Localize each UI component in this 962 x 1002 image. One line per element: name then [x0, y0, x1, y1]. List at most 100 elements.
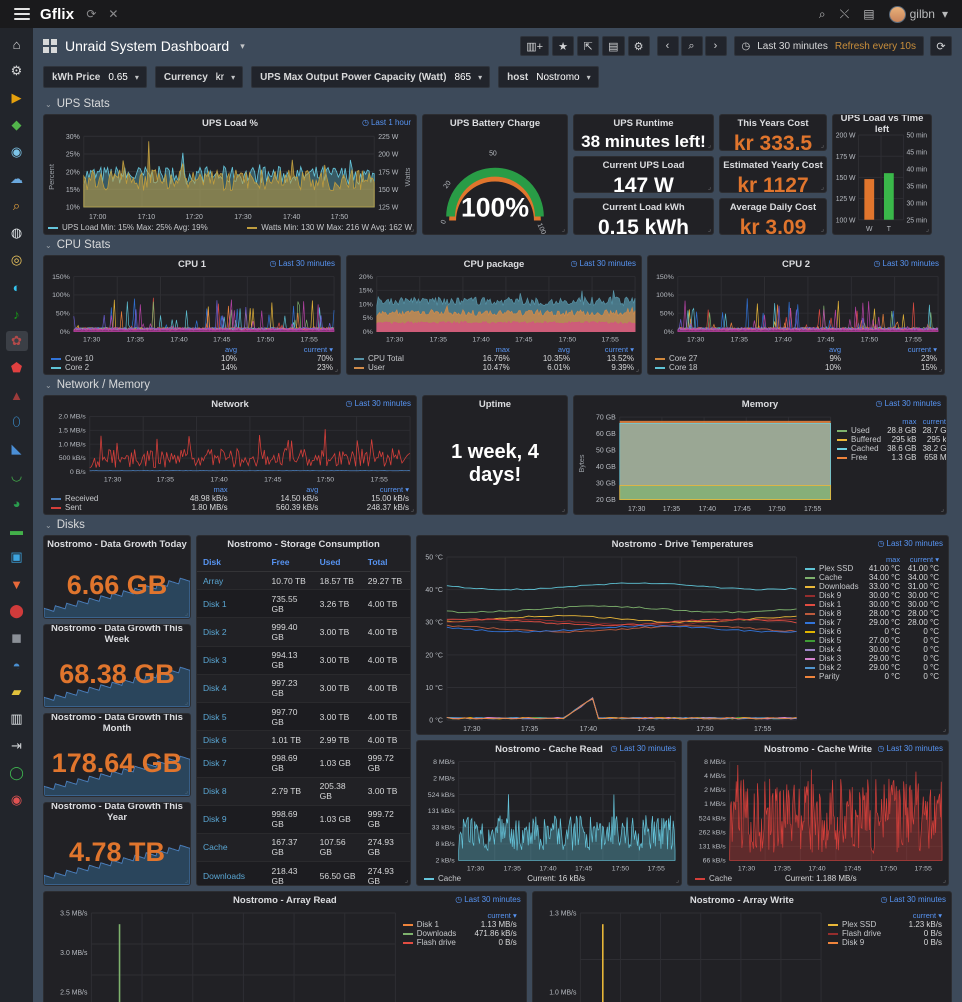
legend-row[interactable]: Watts Min: 130 W Max: 216 W Avg: 162 W [247, 223, 412, 232]
legend-col-header[interactable]: max [885, 555, 901, 564]
time-shift-forward-button[interactable]: › [704, 36, 727, 56]
resize-handle[interactable]: ⌟ [675, 877, 679, 884]
legend-col-header[interactable]: current ▾ [912, 911, 942, 920]
panel-array-read[interactable]: Nostromo - Array Read◷Last 30 minutes⌟ 2… [43, 891, 527, 1002]
table-row[interactable]: Cache 167.37 GB 107.56 GB 274.93 GB [197, 833, 410, 863]
nzb-icon[interactable]: ◣ [11, 441, 22, 456]
legend-row[interactable]: Received 48.98 kB/s 14.50 kB/s 15.00 kB/s [48, 494, 412, 503]
legend-col-header[interactable]: current ▾ [379, 485, 409, 494]
cloud-icon[interactable]: ☁ [10, 171, 23, 186]
plex-icon[interactable]: ▶ [11, 90, 22, 105]
panel-data-growth-today[interactable]: Nostromo - Data Growth Today⌟ 6.66 GB [43, 535, 191, 619]
shield-icon[interactable]: ⬟ [10, 360, 23, 375]
legend-row[interactable]: Downloads 471.86 kB/s [400, 929, 520, 938]
legend-row[interactable]: Cache 34.00 °C 34.00 °C [802, 573, 942, 582]
resize-handle[interactable]: ⌟ [925, 226, 929, 233]
legend-row[interactable]: Disk 1 30.00 °C 30.00 °C [802, 600, 942, 609]
home-icon[interactable]: ⌂ [12, 36, 21, 52]
panel-estimated-yearly-cost[interactable]: Estimated Yearly Cost ⌟ kr 1127 [719, 156, 827, 193]
legend-col-header[interactable]: avg [557, 345, 570, 354]
resize-handle[interactable]: ⌟ [404, 877, 408, 884]
book-icon[interactable]: ▥ [10, 711, 23, 726]
emby-icon[interactable]: ◆ [11, 117, 22, 132]
table-row[interactable]: Disk 4 997.23 GB 3.00 TB 4.00 TB [197, 674, 410, 703]
table-column-header[interactable]: Total [361, 553, 410, 572]
account-menu[interactable]: gilbn ▾ [888, 5, 948, 23]
radarr-icon[interactable]: ◎ [10, 252, 23, 267]
legend-row[interactable]: Core 10 10% 70% [48, 354, 336, 363]
legend-col-header[interactable]: max [213, 485, 228, 494]
settings-button[interactable]: ⚙ [627, 36, 650, 56]
menu-icon[interactable] [14, 8, 30, 20]
legend-row[interactable]: Plex SSD 1.23 kB/s [825, 920, 945, 929]
search-icon[interactable]: ⌕ [818, 6, 826, 21]
legend-row[interactable]: Cache Current: 1.188 MB/s [692, 874, 944, 883]
lifebuoy-icon[interactable]: ◍ [10, 225, 23, 240]
panel-uptime[interactable]: Uptime ⌟ 1 week, 4 days! [422, 395, 568, 515]
legend-row[interactable]: Disk 3 29.00 °C 0 °C [802, 654, 942, 663]
table-row[interactable]: Downloads 218.43 GB 56.50 GB 274.93 GB [197, 861, 410, 885]
legend-row[interactable]: Disk 5 27.00 °C 0 °C [802, 636, 942, 645]
variable-host[interactable]: host Nostromo ▾ [498, 66, 599, 88]
legend-row[interactable]: CPU Total 16.76% 10.35% 13.52% [351, 354, 637, 363]
legend-col-header[interactable]: max [495, 345, 510, 354]
resize-handle[interactable]: ⌟ [942, 877, 946, 884]
table-row[interactable]: Disk 9 998.69 GB 1.03 GB 999.72 GB [197, 805, 410, 834]
unifi-icon[interactable]: ◼ [11, 630, 22, 645]
panel-ups-load-vs-time-left[interactable]: UPS Load vs Time left ⌟ 100 W 125 W 150 W 17… [832, 114, 932, 235]
netdata-icon[interactable]: ⬤ [9, 603, 24, 618]
panel-drive-temperatures[interactable]: Nostromo - Drive Temperatures ◷ Last 30 mi… [416, 535, 949, 735]
legend-col-header[interactable]: current ▾ [487, 911, 517, 920]
resize-handle[interactable]: ⌟ [707, 184, 711, 191]
table-row[interactable]: Disk 1 735.55 GB 3.26 TB 4.00 TB [197, 589, 410, 619]
resize-handle[interactable]: ⌟ [707, 142, 711, 149]
panel-current-load-kwh[interactable]: Current Load kWh ⌟ 0.15 kWh [573, 198, 714, 235]
panel-cache-read[interactable]: Nostromo - Cache Read ◷ Last 30 minutes ⌟ 2… [416, 740, 682, 886]
table-column-header[interactable]: Free [265, 553, 314, 572]
panel-ups-battery-charge[interactable]: UPS Battery Charge ⌟ 0 20 50 100 100% [422, 114, 568, 235]
table-row[interactable]: Disk 2 999.40 GB 3.00 TB 4.00 TB [197, 617, 410, 647]
settings-icon[interactable]: ⚙ [10, 63, 23, 78]
legend-row[interactable]: Cache Current: 16 kB/s [421, 874, 677, 883]
panel-memory[interactable]: Memory ◷ Last 30 minutes ⌟ 20 GB 30 GB 40 GB 5… [573, 395, 947, 515]
resize-handle[interactable]: ⌟ [410, 226, 414, 233]
panel-current-ups-load[interactable]: Current UPS Load ⌟ 147 W [573, 156, 714, 193]
table-column-header[interactable]: Disk [197, 553, 266, 572]
resize-handle[interactable]: ⌟ [940, 506, 944, 513]
dashboard-title-group[interactable]: Unraid System Dashboard ▾ [43, 38, 245, 54]
table-row[interactable]: Disk 5 997.70 GB 3.00 TB 4.00 TB [197, 702, 410, 732]
firefox-icon[interactable]: ▼ [10, 576, 23, 592]
panel-cpu-2[interactable]: CPU 2 ◷ Last 30 minutes ⌟ 0% 50% 100% 150% 17:… [647, 255, 945, 375]
legend-row[interactable]: Flash drive 0 B/s [825, 929, 945, 938]
panel-network[interactable]: Network ◷ Last 30 minutes ⌟ 0 B/s 500 kB/s 1.… [43, 395, 417, 515]
sonarr-icon[interactable]: ◐ [12, 279, 21, 295]
bazarr-icon[interactable]: ✿ [5, 331, 28, 351]
legend-col-header[interactable]: max [902, 417, 917, 426]
resize-handle[interactable]: ⌟ [820, 142, 824, 149]
legend-row[interactable]: UPS Load Min: 15% Max: 25% Avg: 19% [48, 223, 208, 232]
panel-average-daily-cost[interactable]: Average Daily Cost ⌟ kr 3.09 [719, 198, 827, 235]
legend-row[interactable]: Sent 1.80 MB/s 560.39 kB/s 248.37 kB/s [48, 503, 412, 512]
resize-handle[interactable]: ⌟ [410, 506, 414, 513]
legend-col-header[interactable]: avg [224, 345, 238, 354]
time-shift-back-button[interactable]: ‹ [656, 36, 679, 56]
legend-row[interactable]: Disk 1 1.13 MB/s [400, 920, 520, 929]
share-button[interactable]: ⇱ [577, 36, 600, 56]
legend-col-header[interactable]: current ▾ [907, 345, 937, 354]
legend-row[interactable]: Disk 7 29.00 °C 28.00 °C [802, 618, 942, 627]
jackett-icon[interactable]: ▲ [10, 387, 23, 403]
panel-storage-consumption[interactable]: Nostromo - Storage Consumption ⌟ Disk Free U… [196, 535, 411, 886]
time-range-picker[interactable]: ◷ Last 30 minutes Refresh every 10s [733, 36, 924, 56]
legend-col-header[interactable]: avg [306, 485, 319, 494]
legend-col-header[interactable]: current ▾ [303, 345, 333, 354]
legend-col-header[interactable]: avg [828, 345, 842, 354]
tautulli-icon[interactable]: ◉ [10, 144, 23, 159]
legend-row[interactable]: Disk 8 28.00 °C 28.00 °C [802, 609, 942, 618]
panel-this-years-cost[interactable]: This Years Cost ⌟ kr 333.5 [719, 114, 827, 151]
reload-icon[interactable]: ⟳ [86, 7, 97, 21]
variable-kwh-price[interactable]: kWh Price 0.65 ▾ [43, 66, 147, 88]
help-icon[interactable]: ◉ [10, 792, 23, 807]
legend-col-header[interactable]: current ▾ [604, 345, 634, 354]
